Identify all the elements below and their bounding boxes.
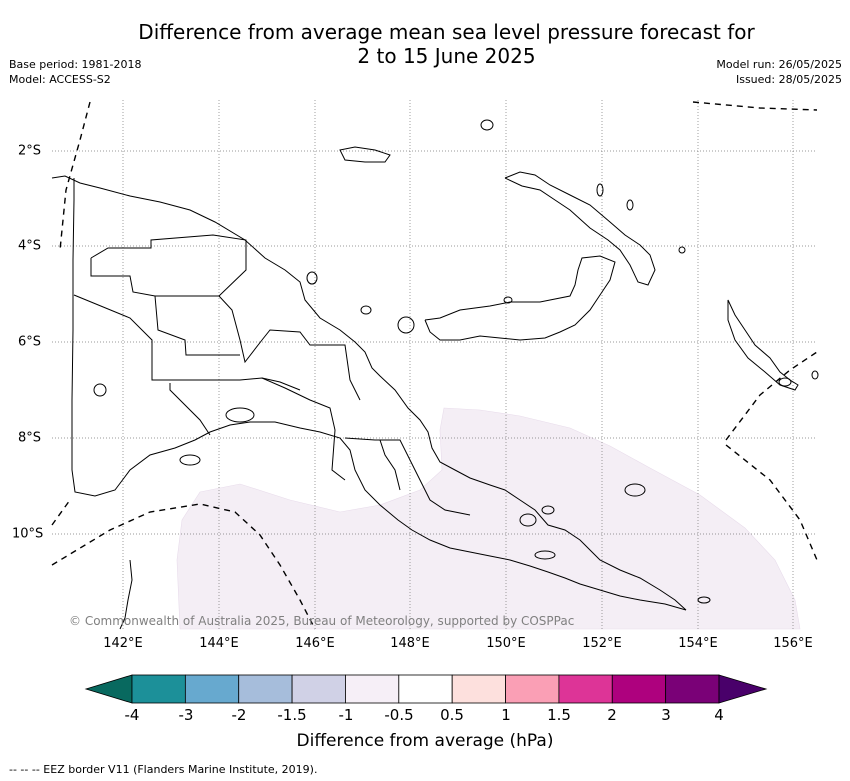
lon-label: 148°E — [390, 636, 430, 651]
anomaly-region — [176, 407, 801, 630]
colorbar-bin — [451, 674, 506, 704]
title-line-1: Difference from average mean sea level p… — [138, 20, 755, 44]
lon-label: 154°E — [678, 636, 718, 651]
model-name: Model: ACCESS-S2 — [9, 73, 111, 86]
colorbar-tick: 0.5 — [440, 706, 464, 724]
gridlines — [52, 100, 817, 630]
colorbar-tick: -2 — [231, 706, 247, 724]
colorbar-tick: -3 — [178, 706, 194, 724]
lat-label: 10°S — [12, 526, 44, 542]
issued-date: Issued: 28/05/2025 — [735, 73, 842, 86]
colorbar-tick: 4 — [714, 706, 724, 724]
colorbar-tick: 3 — [661, 706, 671, 724]
lon-label: 156°E — [773, 636, 813, 651]
colorbar-tick: 1.5 — [547, 706, 571, 724]
colorbar-bin — [291, 674, 346, 704]
lon-label: 142°E — [103, 636, 143, 651]
colorbar-title: Difference from average (hPa) — [296, 731, 554, 751]
colorbar-tick: 1 — [501, 706, 511, 724]
colorbar-bin — [131, 674, 186, 704]
model-run: Model run: 26/05/2025 — [716, 58, 842, 71]
chart-title: Difference from average mean sea level p… — [0, 20, 850, 68]
colorbar-bin — [345, 674, 400, 704]
lon-label: 152°E — [582, 636, 622, 651]
colorbar-bin — [238, 674, 293, 704]
colorbar-low-arrow — [84, 674, 133, 704]
colorbar-tick: -1 — [338, 706, 354, 724]
meta-left: Base period: 1981-2018 Model: ACCESS-S2 — [9, 57, 141, 87]
colorbar-bin — [184, 674, 240, 704]
colorbar-boxes — [131, 674, 720, 704]
colorbar-bin — [611, 674, 667, 704]
lon-label: 144°E — [199, 636, 239, 651]
lat-label: 6°S — [18, 334, 42, 350]
colorbar-bin — [665, 674, 720, 704]
lat-label: 2°S — [18, 143, 42, 159]
colorbar-bin — [558, 674, 613, 704]
lon-label: 150°E — [486, 636, 526, 651]
title-line-2: 2 to 15 June 2025 — [357, 44, 536, 68]
lat-label: 4°S — [18, 238, 42, 254]
base-period: Base period: 1981-2018 — [9, 58, 142, 71]
colorbar-tick: 2 — [607, 706, 617, 724]
lon-label: 146°E — [295, 636, 335, 651]
colorbar-tick: -4 — [124, 706, 140, 724]
eez-borders — [51, 101, 818, 630]
colorbar-bin — [505, 674, 560, 704]
colorbar-tick: -1.5 — [277, 706, 307, 724]
lat-label: 8°S — [18, 430, 42, 446]
meta-right: Model run: 26/05/2025 Issued: 28/05/2025 — [716, 57, 842, 87]
colorbar-tick: -0.5 — [384, 706, 414, 724]
coastlines — [51, 119, 819, 630]
colorbar-high-arrow — [718, 674, 768, 704]
eez-note: -- -- -- EEZ border V11 (Flanders Marine… — [9, 763, 318, 776]
copyright-text: © Commonwealth of Australia 2025, Bureau… — [69, 614, 575, 628]
colorbar-bin — [398, 674, 453, 704]
